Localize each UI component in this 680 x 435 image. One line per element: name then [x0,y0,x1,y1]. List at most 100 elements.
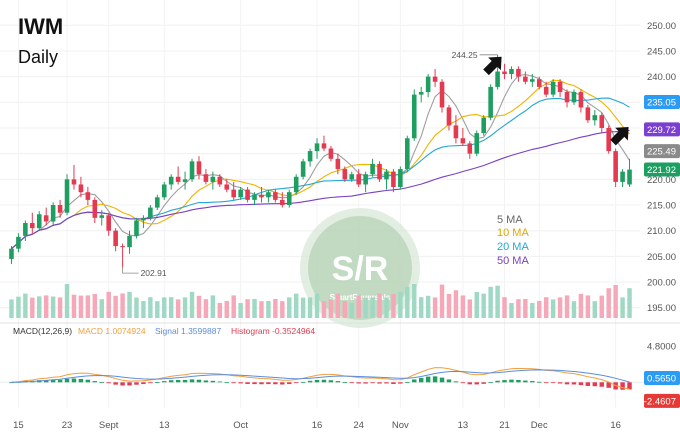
badge-bg [644,393,680,408]
candle-body [64,179,70,213]
candle [23,220,28,241]
candle [377,161,382,182]
price-tick-label: 210.00 [647,226,676,237]
candle [335,153,341,175]
candle [120,243,125,268]
macd-hist-bar [168,380,174,383]
macd-hist-bar [127,382,132,386]
badge-bg [644,162,680,177]
price-tick-label: 240.00 [647,72,676,83]
volume-bar [168,297,174,318]
candle [273,189,278,203]
volume-bar [509,303,514,318]
candle [134,217,139,239]
volume-bar [530,303,535,318]
candle-body [418,92,424,95]
volume-bar [37,296,42,318]
candle [530,74,535,87]
macd-hist-bar [564,382,570,385]
candle-body [36,214,42,229]
price-tick-label: 200.00 [647,278,676,289]
time-tick-label: 16 [312,420,323,431]
candle [175,166,181,185]
arrows [483,56,629,146]
volume-bar [578,293,584,318]
candle [474,130,480,157]
watermark-disc [308,216,412,320]
candle-body [453,125,459,139]
candle-body [43,215,49,222]
candle [418,86,424,103]
volume-bar [23,293,28,318]
candle-body [599,115,605,128]
volume-bar [134,297,139,318]
candle-body [161,184,167,198]
volume-bar [537,301,542,318]
candle [523,71,528,85]
macd-hist-bar [627,382,632,390]
candle [425,74,431,98]
macd-hist-bar [467,382,473,385]
time-tick-label: 23 [62,420,73,431]
volume-bar [446,294,452,318]
macd-line [11,367,630,390]
macd-hist-bar [99,382,104,383]
candle-body [155,197,160,208]
candle-body [557,81,563,93]
volume-bar [342,301,348,318]
macd-hist-bar [266,382,271,385]
volume-bar [238,303,243,318]
macd-hist-bar [432,376,438,383]
candle [300,158,306,180]
volume-bar [432,297,438,318]
candle [141,215,146,229]
candle-body [446,107,452,126]
volume-bar [571,301,577,318]
volume-bar [543,297,549,318]
candle [571,89,577,105]
candle-body [23,222,28,236]
macd-hist-bar [578,382,584,386]
macd-hist-bar [412,379,417,383]
candle [488,84,493,121]
candle-body [314,143,320,152]
macd-hist-bar [425,376,431,383]
annotation-label: 244.25 [452,50,478,60]
candle-body [273,192,278,200]
candle [36,211,42,231]
candle [398,166,403,190]
candle [509,66,514,80]
volume-bar [196,295,202,318]
candle [467,140,473,159]
macd-hist-bar [592,382,598,387]
volume-bar [467,299,473,318]
price-badge: 235.05 [644,95,680,110]
candle [550,79,556,98]
volume-bar [349,302,354,318]
chart-subtitle: Daily [18,47,58,67]
volume-bar [57,297,63,318]
candle [432,68,438,87]
volume-bar [585,295,591,318]
candle [356,169,361,188]
candle-body [342,169,348,180]
candle-body [85,192,91,200]
volume-bar [523,299,528,318]
volume-bar [245,299,250,318]
macd-hist-bar [335,381,341,383]
candle [182,171,188,190]
candle [92,197,98,223]
volume-bar [495,285,500,318]
volume-bar [106,291,111,318]
time-tick-label: 13 [159,420,170,431]
candle-body [439,81,445,108]
volume-bar [620,297,625,318]
macd-hist-bar [342,382,348,383]
volume-bar [71,294,77,318]
badge-bg [644,122,680,137]
time-tick-label: Sept [99,420,119,431]
candle-body [238,189,243,198]
macd-hist-bar [502,380,507,383]
macd-hist-bar [363,382,368,384]
